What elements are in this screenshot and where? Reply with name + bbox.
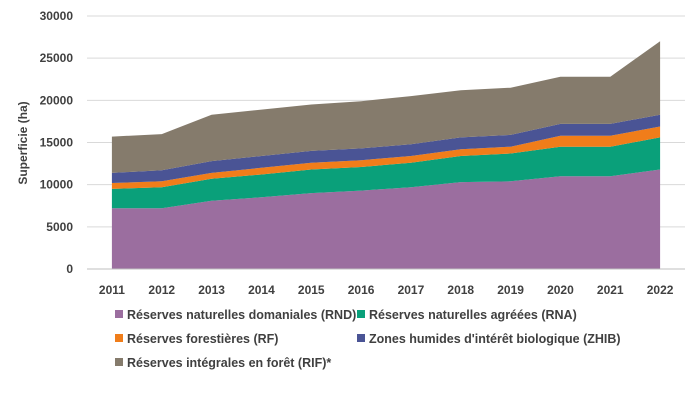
x-tick-label: 2011 bbox=[99, 283, 125, 297]
area-series-4 bbox=[111, 114, 661, 183]
legend-swatch bbox=[357, 334, 365, 342]
legend-label: Réserves forestières (RF) bbox=[127, 332, 278, 346]
legend-item: Réserves naturelles domaniales (RND) bbox=[115, 308, 356, 322]
legend-item: Zones humides d'intérêt biologique (ZHIB… bbox=[357, 332, 621, 346]
x-tick-label: 2013 bbox=[198, 283, 225, 297]
x-axis-ticks: 2011 2012 2013 2014 2015 2016 2017 2018 2019 2020… bbox=[99, 283, 674, 297]
x-tick-label: 2018 bbox=[447, 283, 474, 297]
y-axis-title: Superficie (ha) bbox=[16, 101, 30, 184]
area-series bbox=[111, 41, 661, 269]
x-tick-label: 2017 bbox=[398, 283, 425, 297]
area-series-3 bbox=[111, 126, 661, 189]
x-tick-label: 2016 bbox=[348, 283, 375, 297]
y-tick-label: 25000 bbox=[40, 51, 74, 65]
legend-swatch bbox=[357, 310, 365, 318]
x-tick-label: 2012 bbox=[148, 283, 175, 297]
y-tick-label: 30000 bbox=[40, 9, 74, 23]
x-tick-label: 2020 bbox=[547, 283, 574, 297]
legend-item: Réserves forestières (RF) bbox=[115, 332, 278, 346]
y-tick-label: 0 bbox=[66, 262, 73, 276]
x-tick-label: 2021 bbox=[597, 283, 624, 297]
y-tick-label: 15000 bbox=[40, 136, 74, 150]
legend-label: Zones humides d'intérêt biologique (ZHIB… bbox=[369, 332, 621, 346]
x-tick-label: 2014 bbox=[248, 283, 275, 297]
x-tick-label: 2015 bbox=[298, 283, 325, 297]
legend-label: Réserves naturelles domaniales (RND) bbox=[127, 308, 356, 322]
legend-swatch bbox=[115, 358, 123, 366]
legend-swatch bbox=[115, 334, 123, 342]
legend-item: Réserves intégrales en forêt (RIF)* bbox=[115, 356, 331, 370]
legend-label: Réserves naturelles agréées (RNA) bbox=[369, 308, 577, 322]
area-series-1 bbox=[111, 169, 661, 269]
area-series-5 bbox=[111, 41, 661, 173]
legend-swatch bbox=[115, 310, 123, 318]
y-tick-label: 10000 bbox=[40, 178, 74, 192]
x-tick-label: 2019 bbox=[497, 283, 524, 297]
y-axis-ticks: 0 5000 10000 15000 20000 25000 30000 bbox=[40, 9, 74, 276]
y-tick-label: 20000 bbox=[40, 93, 74, 107]
legend-item: Réserves naturelles agréées (RNA) bbox=[357, 308, 577, 322]
area-series-2 bbox=[111, 137, 661, 209]
legend: Réserves naturelles domaniales (RND) Rése… bbox=[115, 308, 621, 370]
legend-label: Réserves intégrales en forêt (RIF)* bbox=[127, 356, 331, 370]
x-tick-label: 2022 bbox=[647, 283, 674, 297]
y-tick-label: 5000 bbox=[46, 220, 73, 234]
